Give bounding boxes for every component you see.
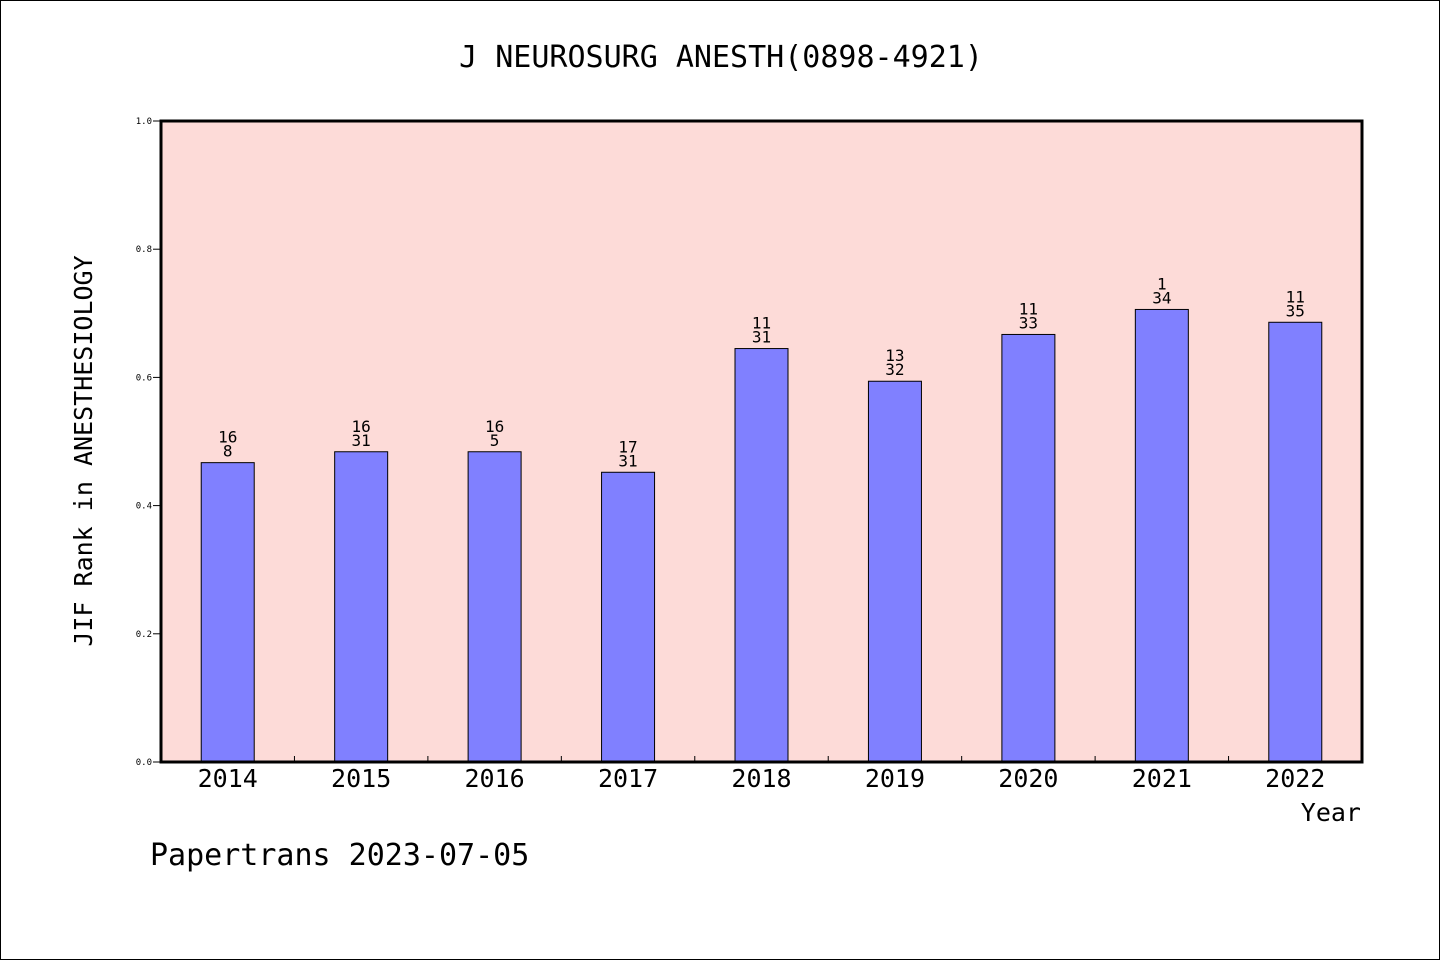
y-tick-label-5: 1.0 [136, 117, 152, 127]
y-axis: 0.0 0.2 0.4 0.6 0.8 1.0 [136, 117, 161, 768]
bar-label-top-2014: 16 [218, 428, 237, 447]
bar-label-top-2020: 11 [1019, 299, 1038, 318]
x-tick-label-2019: 2019 [865, 764, 925, 793]
bar-2017 [601, 471, 656, 763]
y-tick-label-2: 0.4 [136, 502, 152, 512]
bar-label-top-2016: 16 [485, 417, 504, 436]
bar-label-bottom-2014: 8 [223, 442, 233, 461]
bar-label-bottom-2016: 5 [490, 431, 500, 450]
x-tick-label-2016: 2016 [465, 764, 525, 793]
bar-2020 [1001, 333, 1056, 763]
chart-title: J NEUROSURG ANESTH(0898-4921) [459, 40, 983, 75]
x-tick-label-2017: 2017 [598, 764, 658, 793]
x-tick-label-2015: 2015 [331, 764, 391, 793]
bar-label-bottom-2019: 32 [885, 360, 904, 379]
bar-label-top-2017: 17 [618, 437, 637, 456]
bar-label-top-2019: 13 [885, 346, 904, 365]
plot-border [159, 119, 1364, 764]
x-tick-label-2014: 2014 [198, 764, 258, 793]
x-axis-label: Year [1301, 798, 1361, 827]
x-tick-label-2021: 2021 [1132, 764, 1192, 793]
x-tick-label-2022: 2022 [1265, 764, 1325, 793]
y-tick-label-0: 0.0 [136, 758, 152, 768]
y-tick-label-4: 0.8 [136, 245, 152, 255]
bar-label-bottom-2018: 31 [752, 328, 771, 347]
bar-label-top-2018: 11 [752, 314, 771, 333]
bars-layer [200, 308, 1323, 763]
bar-label-top-2022: 11 [1286, 287, 1305, 306]
bar-label-bottom-2021: 34 [1152, 288, 1171, 307]
bar-label-top-2021: 1 [1157, 274, 1167, 293]
bar-label-bottom-2017: 31 [618, 451, 637, 470]
x-tick-label-2018: 2018 [731, 764, 791, 793]
bar-2015 [334, 451, 389, 763]
bar-2022 [1268, 321, 1323, 763]
bar-2016 [467, 451, 522, 763]
footer-credit: Papertrans 2023-07-05 [150, 838, 529, 873]
bar-2019 [867, 380, 922, 763]
bar-2021 [1134, 308, 1189, 763]
x-tick-label-2020: 2020 [998, 764, 1058, 793]
bar-label-bottom-2020: 33 [1019, 313, 1038, 332]
x-axis: 2014 2015 2016 2017 2018 2019 2020 2021 2022 [198, 756, 1325, 793]
y-tick-label-3: 0.6 [136, 373, 152, 383]
bar-label-bottom-2022: 35 [1286, 301, 1305, 320]
bar-2014 [200, 462, 255, 763]
y-axis-label: JIF Rank in ANESTHESIOLOGY [69, 255, 98, 646]
bar-label-bottom-2015: 31 [352, 431, 371, 450]
bar-label-top-2015: 16 [352, 417, 371, 436]
bar-2018 [734, 348, 789, 763]
y-tick-label-1: 0.2 [136, 630, 152, 640]
